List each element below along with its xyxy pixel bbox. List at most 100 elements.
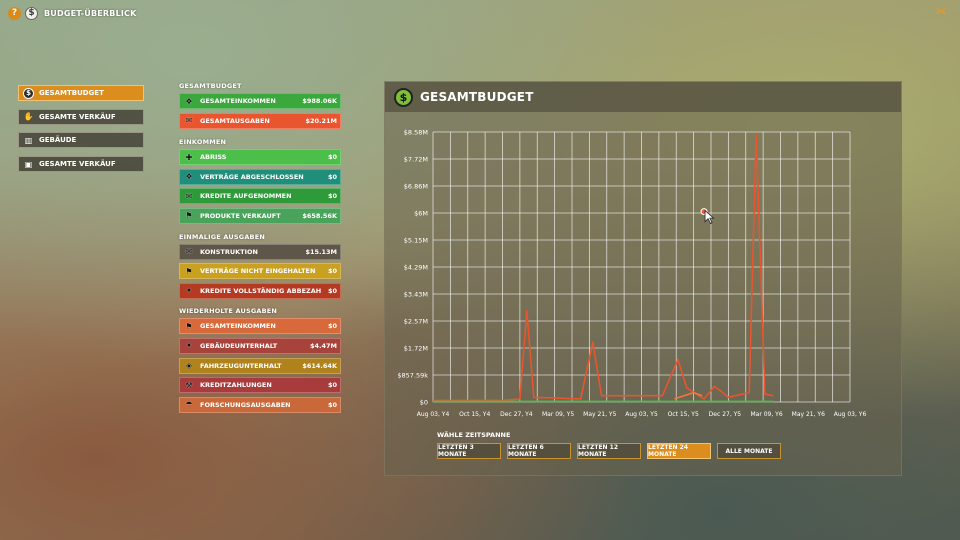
- row-label: KREDITE AUFGENOMMEN: [200, 192, 292, 201]
- income-row[interactable]: ✉ KREDITE AUFGENOMMEN $0: [179, 188, 341, 205]
- budget-line-chart: $0 $857.59k $1.72M $2.57M $3.43M $4.29M $5.15M…: [397, 129, 867, 419]
- x-tick-label: Mar 09, Y6: [751, 411, 783, 418]
- series-line-1: [674, 391, 703, 400]
- row-value: $0: [327, 153, 337, 162]
- y-tick-label: $4.29M: [404, 264, 428, 272]
- y-tick-label: $7.72M: [404, 156, 428, 164]
- category-icon: ✉: [185, 247, 193, 257]
- page-title: BUDGET-ÜBERBLICK: [44, 8, 137, 18]
- recurring-row[interactable]: ⚒ KREDITZAHLUNGEN $0: [179, 377, 341, 394]
- summary-row[interactable]: ✉ GESAMTAUSGABEN $20.21M: [179, 112, 341, 129]
- timespan-button[interactable]: ALLE MONATE: [717, 443, 781, 459]
- y-tick-label: $5.15M: [404, 237, 428, 245]
- recurring-row[interactable]: ✦ GEBÄUDEUNTERHALT $4.47M: [179, 337, 341, 354]
- row-value: $0: [327, 286, 337, 295]
- summary-row[interactable]: ❖ GESAMTEINKOMMEN $988.06K: [179, 93, 341, 109]
- handshake-icon: ✋: [23, 112, 34, 122]
- row-label: PRODUKTE VERKAUFT: [200, 211, 281, 220]
- row-label: FAHRZEUGUNTERHALT: [200, 361, 282, 370]
- one-time-section-title: EINMALIGE AUSGABEN: [179, 232, 265, 241]
- sidebar-nav: $ GESAMTBUDGET ✋ GESAMTE VERKÄUF ▥ GEBÄUDE ▣ GE…: [18, 85, 144, 180]
- x-tick-label: Dec 27, Y5: [709, 411, 742, 418]
- timespan-button[interactable]: LETZTEN 6 MONATE: [507, 443, 571, 459]
- category-icon: ☂: [185, 400, 193, 410]
- y-tick-label: $2.57M: [404, 318, 428, 326]
- sidebar-item-0[interactable]: $ GESAMTBUDGET: [18, 85, 144, 101]
- category-icon: ✉: [185, 116, 193, 126]
- timespan-label: WÄHLE ZEITSPANNE: [437, 431, 511, 439]
- x-tick-label: Oct 15, Y4: [459, 411, 490, 418]
- recurring-row[interactable]: ⚑ GESAMTEINKOMMEN $0: [179, 318, 341, 335]
- summary-section-title: GESAMTBUDGET: [179, 82, 242, 90]
- row-label: ABRISS: [200, 153, 227, 162]
- x-tick-label: Aug 03, Y5: [625, 411, 658, 418]
- row-label: KREDITE VOLLSTÄNDIG ABBEZAH: [200, 286, 322, 295]
- y-tick-label: $8.58M: [404, 129, 428, 137]
- timespan-button[interactable]: LETZTEN 3 MONATE: [437, 443, 501, 459]
- income-row[interactable]: ✚ ABRISS $0: [179, 149, 341, 166]
- recurring-row[interactable]: ☂ FORSCHUNGSAUSGABEN $0: [179, 396, 341, 413]
- income-row[interactable]: ⚑ PRODUKTE VERKAUFT $658.56K: [179, 207, 341, 224]
- row-label: FORSCHUNGSAUSGABEN: [200, 400, 291, 409]
- row-value: $0: [327, 400, 337, 409]
- dollar-icon: $: [25, 6, 38, 20]
- row-label: VERTRÄGE NICHT EINGEHALTEN: [200, 267, 316, 276]
- category-icon: ✚: [185, 152, 193, 162]
- box-icon: ▣: [24, 159, 33, 169]
- row-value: $0: [327, 192, 337, 201]
- x-tick-label: Aug 03, Y6: [834, 411, 867, 418]
- x-tick-label: May 21, Y6: [792, 411, 825, 418]
- category-icon: ✦: [185, 341, 193, 351]
- category-icon: ❖: [185, 96, 193, 106]
- income-row[interactable]: ❖ VERTRÄGE ABGESCHLOSSEN $0: [179, 168, 341, 185]
- timespan-buttons: LETZTEN 3 MONATE LETZTEN 6 MONATE LETZTEN …: [437, 443, 781, 459]
- sidebar-item-label: GEBÄUDE: [39, 136, 77, 145]
- timespan-button[interactable]: LETZTEN 12 MONATE: [577, 443, 641, 459]
- recurring-section-title: WIEDERHOLTE AUSGABEN: [179, 307, 278, 316]
- chart-panel-title: GESAMTBUDGET: [420, 90, 534, 104]
- category-icon: ⚒: [185, 380, 193, 390]
- row-value: $0: [327, 322, 337, 331]
- row-value: $15.13M: [305, 247, 337, 256]
- timespan-button[interactable]: LETZTEN 24 MONATE: [647, 443, 711, 459]
- y-tick-label: $6M: [414, 210, 428, 218]
- row-label: KONSTRUKTION: [200, 247, 258, 256]
- series-line-0: [433, 133, 774, 402]
- x-tick-label: May 21, Y5: [583, 411, 616, 418]
- row-label: GEBÄUDEUNTERHALT: [200, 341, 278, 350]
- dollar-icon: $: [23, 87, 34, 99]
- recurring-row[interactable]: ◈ FAHRZEUGUNTERHALT $614.64K: [179, 357, 341, 374]
- category-icon: ✦: [185, 286, 193, 296]
- y-tick-label: $0: [420, 399, 428, 407]
- y-tick-label: $1.72M: [404, 345, 428, 353]
- chart-panel: $ GESAMTBUDGET $0 $857.59k $1.72M $2.57M $3.…: [384, 81, 902, 476]
- category-icon: ✉: [185, 191, 193, 201]
- chart-panel-header: $ GESAMTBUDGET: [385, 82, 901, 112]
- sidebar-item-label: GESAMTE VERKÄUF: [39, 160, 116, 169]
- category-icon: ⚑: [185, 266, 193, 276]
- dollar-icon: $: [394, 87, 413, 107]
- x-tick-label: Aug 03, Y4: [417, 411, 450, 418]
- x-tick-label: Dec 27, Y4: [500, 411, 533, 418]
- building-icon: ▥: [24, 135, 33, 145]
- row-label: GESAMTAUSGABEN: [200, 116, 270, 125]
- sidebar-item-label: GESAMTE VERKÄUF: [39, 112, 116, 121]
- row-value: $0: [327, 172, 337, 181]
- help-icon[interactable]: ?: [8, 6, 21, 20]
- one_time-row[interactable]: ✉ KONSTRUKTION $15.13M: [179, 243, 341, 260]
- row-value: $614.64K: [302, 361, 337, 370]
- row-value: $4.47M: [309, 341, 337, 350]
- one_time-row[interactable]: ⚑ VERTRÄGE NICHT EINGEHALTEN $0: [179, 263, 341, 280]
- category-icon: ❖: [185, 172, 193, 182]
- sidebar-item-2[interactable]: ▥ GEBÄUDE: [18, 132, 144, 149]
- row-value: $658.56K: [302, 211, 337, 220]
- top-bar: ? $ BUDGET-ÜBERBLICK: [8, 5, 137, 21]
- row-label: GESAMTEINKOMMEN: [200, 97, 276, 105]
- row-value: $0: [327, 267, 337, 276]
- row-value: $988.06K: [302, 97, 337, 105]
- close-icon[interactable]: [936, 7, 946, 15]
- category-icon: ◈: [185, 361, 193, 371]
- sidebar-item-1[interactable]: ✋ GESAMTE VERKÄUF: [18, 108, 144, 125]
- sidebar-item-3[interactable]: ▣ GESAMTE VERKÄUF: [18, 156, 144, 173]
- one_time-row[interactable]: ✦ KREDITE VOLLSTÄNDIG ABBEZAH $0: [179, 282, 341, 299]
